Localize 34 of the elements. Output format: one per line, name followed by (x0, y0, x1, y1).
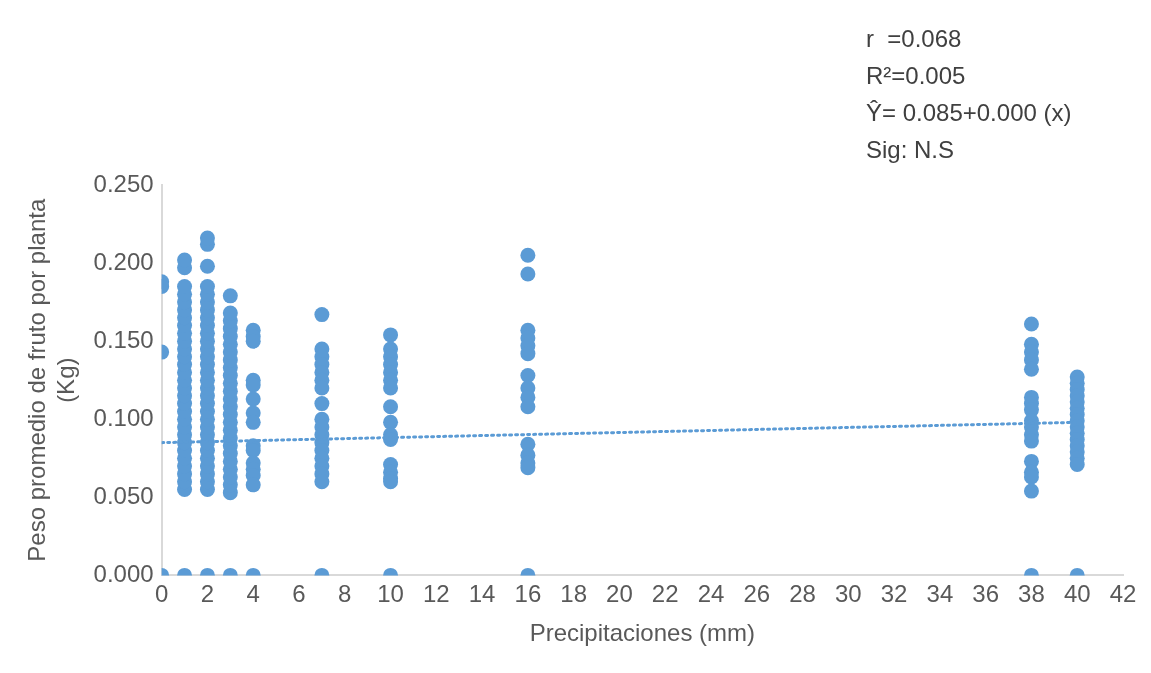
x-tick-label: 24 (697, 580, 725, 608)
x-tick-label: 30 (834, 580, 862, 608)
x-tick-label: 34 (926, 580, 954, 608)
x-tick-label: 20 (606, 580, 633, 608)
x-tick-label: 10 (377, 580, 404, 608)
y-tick-label: 0.000 (93, 560, 154, 588)
x-tick-label: 42 (1109, 580, 1137, 608)
x-tick-label: 4 (246, 580, 260, 608)
x-tick-label: 18 (560, 580, 588, 608)
y-tick-label: 0.250 (93, 169, 154, 197)
x-tick-label: 6 (292, 580, 306, 608)
text: Ŷ= 0.085+0.000 (x) (866, 98, 1072, 126)
x-tick-label: 28 (789, 580, 816, 608)
x-tick-label: 26 (743, 580, 771, 608)
x-tick-label: 36 (972, 580, 1000, 608)
x-tick-label: 8 (338, 580, 352, 608)
y-tick-label: 0.100 (93, 403, 154, 431)
x-tick-label: 12 (422, 580, 450, 608)
text: R²=0.005 (866, 61, 966, 89)
x-tick-label: 22 (651, 580, 679, 608)
x-tick-label: 16 (514, 580, 542, 608)
x-tick-label: 32 (880, 580, 908, 608)
x-tick-label: 40 (1063, 580, 1091, 608)
y-axis-title: Peso promedio de fruto por planta (Kg) (23, 198, 79, 562)
text: Sig: N.S (866, 135, 955, 163)
text: r =0.068 (866, 24, 962, 52)
x-tick-label: 0 (154, 580, 169, 608)
x-axis-title: Precipitaciones (mm) (529, 619, 756, 647)
x-tick-label: 2 (200, 580, 215, 608)
y-tick-label: 0.200 (93, 247, 154, 275)
y-tick-label: 0.050 (93, 481, 154, 509)
y-tick-label: 0.150 (93, 325, 154, 353)
x-tick-label: 38 (1018, 580, 1045, 608)
x-tick-label: 14 (468, 580, 496, 608)
